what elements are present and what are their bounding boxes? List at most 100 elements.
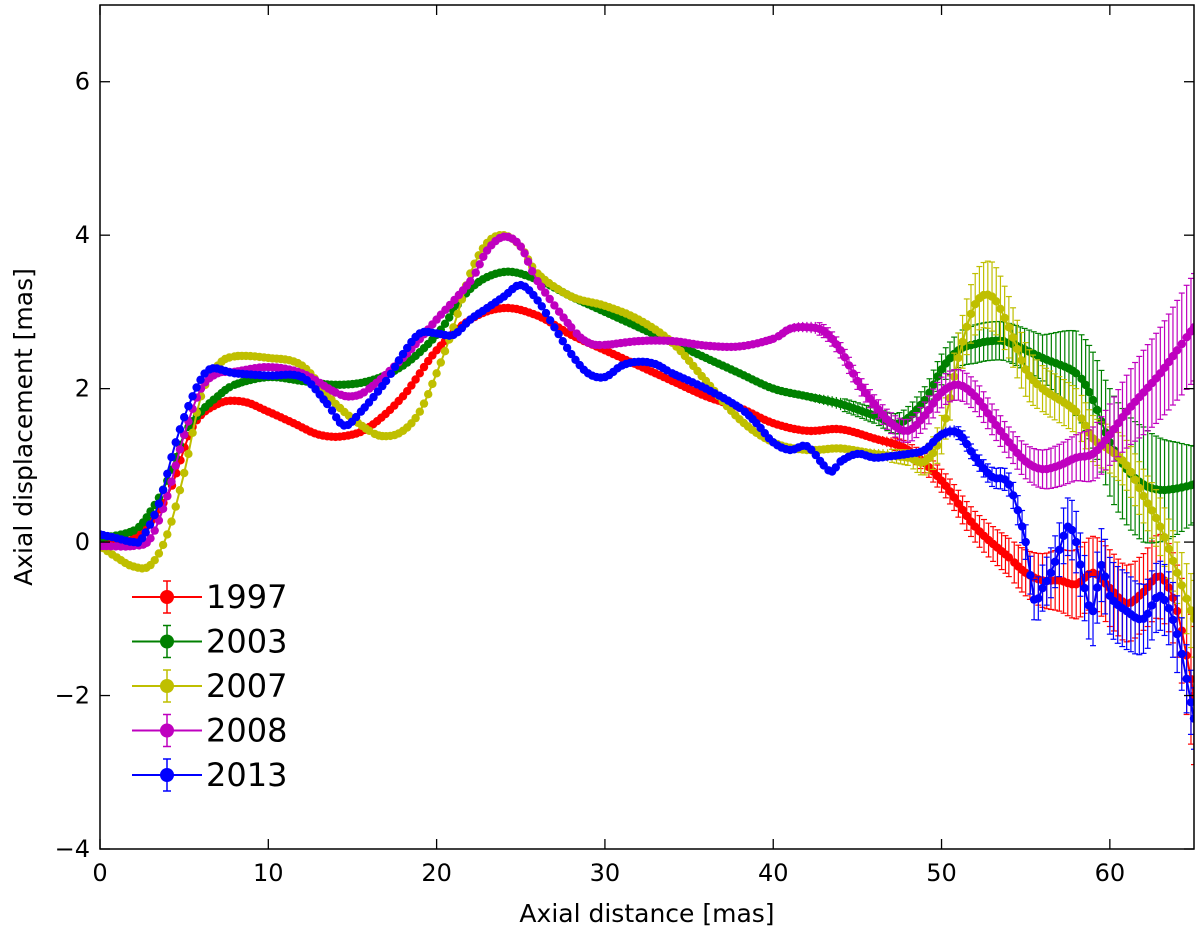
data-point xyxy=(1050,557,1060,566)
data-point xyxy=(150,526,159,535)
data-point xyxy=(1100,572,1110,581)
data-point xyxy=(1017,356,1026,365)
data-point xyxy=(840,353,849,362)
legend-marker xyxy=(160,679,174,693)
data-point xyxy=(171,461,180,470)
data-point xyxy=(958,433,967,442)
data-point xyxy=(971,300,980,309)
data-point xyxy=(466,277,475,286)
data-point xyxy=(175,486,185,495)
data-point xyxy=(471,268,480,277)
data-point xyxy=(411,375,420,384)
data-point xyxy=(1160,363,1169,372)
legend-label: 2008 xyxy=(206,712,287,750)
data-point xyxy=(1186,606,1194,615)
data-point xyxy=(1160,533,1169,542)
x-tick-label: 0 xyxy=(92,859,107,887)
data-point xyxy=(1077,374,1086,383)
data-point xyxy=(545,294,554,304)
data-point xyxy=(440,347,450,356)
data-point xyxy=(1168,556,1178,566)
data-point xyxy=(541,308,551,318)
data-point xyxy=(966,447,976,456)
legend-item-2003: 2003 xyxy=(132,623,287,661)
data-point xyxy=(849,369,858,378)
data-point xyxy=(958,505,967,515)
data-point xyxy=(1093,405,1102,415)
data-point xyxy=(1059,531,1068,541)
data-point xyxy=(163,491,172,501)
data-point xyxy=(562,343,572,353)
data-point xyxy=(933,372,942,381)
data-point xyxy=(1164,357,1174,367)
data-point xyxy=(1177,339,1187,349)
data-point xyxy=(928,448,938,458)
markers-2013 xyxy=(100,280,1194,723)
data-point xyxy=(1182,333,1191,342)
data-point xyxy=(554,307,564,316)
data-point xyxy=(158,485,168,495)
data-point xyxy=(407,381,416,390)
data-point xyxy=(436,358,445,367)
data-point xyxy=(188,428,197,437)
data-point xyxy=(1126,467,1136,477)
data-point xyxy=(184,449,193,459)
x-tick-label: 60 xyxy=(1095,859,1126,887)
data-point xyxy=(550,301,559,310)
data-point xyxy=(479,252,488,261)
data-point xyxy=(424,390,433,399)
data-point xyxy=(1147,601,1157,610)
x-tick-label: 10 xyxy=(253,859,284,887)
data-point xyxy=(1072,369,1081,378)
data-point xyxy=(150,510,159,520)
x-tick-label: 40 xyxy=(758,859,789,887)
y-tick-label: 4 xyxy=(75,221,90,249)
data-point xyxy=(992,421,1001,430)
data-point xyxy=(327,406,337,415)
data-point xyxy=(180,468,189,478)
data-point xyxy=(1189,480,1194,489)
data-point xyxy=(1164,604,1174,613)
x-tick-label: 50 xyxy=(926,859,957,887)
data-point xyxy=(1013,344,1022,354)
legend-marker xyxy=(160,590,174,604)
data-point xyxy=(1042,577,1051,586)
data-point xyxy=(1143,499,1152,508)
data-point xyxy=(962,439,971,449)
data-point xyxy=(546,316,555,325)
data-point xyxy=(975,397,984,406)
data-point xyxy=(415,369,424,378)
data-point xyxy=(1021,537,1030,547)
data-point xyxy=(1186,698,1194,707)
data-point xyxy=(1122,461,1131,470)
data-point xyxy=(167,453,176,462)
data-point xyxy=(1046,568,1056,577)
data-point xyxy=(554,329,563,339)
legend-label: 1997 xyxy=(206,578,287,616)
data-point xyxy=(1013,506,1022,515)
data-point xyxy=(966,309,976,319)
data-point xyxy=(831,463,840,472)
data-point xyxy=(196,375,205,384)
data-point xyxy=(523,257,533,266)
data-point xyxy=(386,369,396,378)
data-point xyxy=(1021,365,1030,374)
data-point xyxy=(836,346,845,355)
data-point xyxy=(440,319,450,328)
data-point xyxy=(832,340,841,349)
data-point xyxy=(1004,553,1014,562)
data-point xyxy=(1143,609,1152,618)
x-tick-label: 20 xyxy=(421,859,452,887)
data-point xyxy=(1076,560,1085,569)
series-2013 xyxy=(100,280,1194,750)
data-point xyxy=(428,379,437,389)
data-point xyxy=(541,288,550,297)
data-point xyxy=(954,499,963,508)
data-point xyxy=(1081,380,1090,390)
data-point xyxy=(1177,581,1187,590)
data-point xyxy=(1189,714,1194,723)
data-point xyxy=(857,383,866,392)
x-axis-label: Axial distance [mas] xyxy=(519,899,774,928)
data-point xyxy=(928,399,938,408)
